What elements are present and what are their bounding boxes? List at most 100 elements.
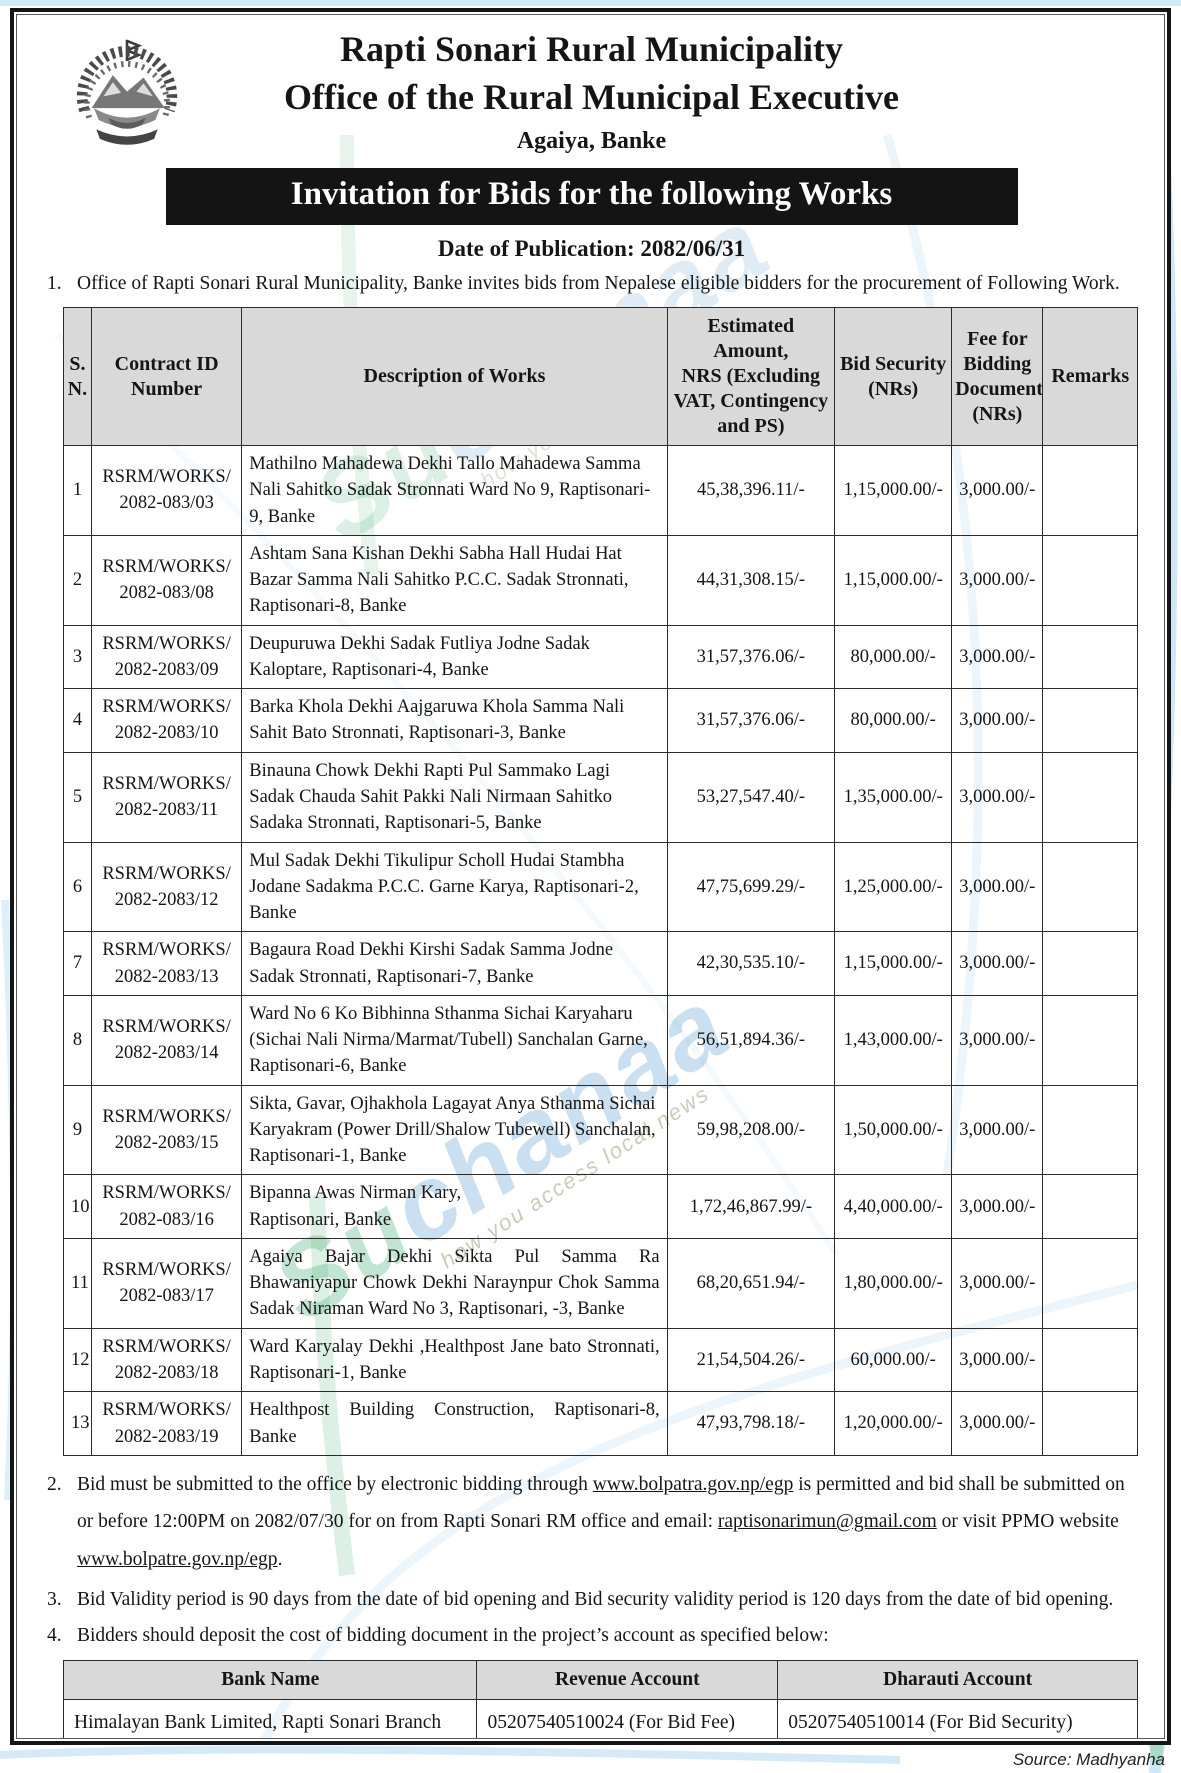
notice-document: Suchanaa how you access local news Sucha… <box>10 8 1171 1745</box>
description-cell: Bagaura Road Dekhi Kirshi Sadak Samma Jo… <box>241 931 668 996</box>
contract-id-cell: RSRM/WORKS/ 2082-2083/12 <box>90 841 243 933</box>
bid-security-cell: 1,80,000.00/- <box>834 1237 953 1329</box>
note-2-part1: Bid must be submitted to the office by e… <box>77 1473 593 1495</box>
bank-account-table: Bank Name Revenue Account Dharauti Accou… <box>62 1659 1138 1738</box>
municipality-title: Rapti Sonari Rural Municipality <box>339 29 844 69</box>
sn-cell: 10 <box>63 1174 92 1239</box>
sn-cell: 12 <box>63 1327 92 1393</box>
sn-cell: 4 <box>63 688 92 753</box>
notice-document-inner: Suchanaa how you access local news Sucha… <box>16 14 1165 1739</box>
contract-id-cell: RSRM/WORKS/ 2082-083/16 <box>90 1174 243 1239</box>
estimated-amount-cell: 56,51,894.36/- <box>666 994 836 1086</box>
header-estimated-amount: Estimated Amount, NRS (Excluding VAT, Co… <box>666 307 836 447</box>
fee-cell: 3,000.00/- <box>951 445 1044 536</box>
description-cell: Ward Karyalay Dekhi ,Healthpost Jane bat… <box>241 1327 668 1393</box>
estimated-amount-cell: 31,57,376.06/- <box>666 624 836 690</box>
note-2-part4: . <box>277 1548 283 1570</box>
bid-security-cell: 80,000.00/- <box>834 688 953 753</box>
contract-id-cell: RSRM/WORKS/ 2082-2083/18 <box>90 1327 243 1393</box>
remarks-cell <box>1042 1327 1138 1393</box>
header-dharauti-account: Dharauti Account <box>777 1659 1138 1700</box>
bank-table-body: Himalayan Bank Limited, Rapti Sonari Bra… <box>62 1698 1138 1738</box>
bid-security-cell: 60,000.00/- <box>834 1327 953 1393</box>
bid-security-cell: 1,25,000.00/- <box>834 841 953 933</box>
sn-cell: 3 <box>63 624 92 690</box>
sn-cell: 8 <box>63 994 92 1086</box>
estimated-amount-cell: 45,38,396.11/- <box>666 445 836 536</box>
bid-security-cell: 80,000.00/- <box>834 624 953 690</box>
invitation-banner: Invitation for Bids for the following Wo… <box>165 167 1018 225</box>
bid-security-cell: 1,15,000.00/- <box>834 534 953 626</box>
remarks-cell <box>1042 1174 1138 1239</box>
fee-cell: 3,000.00/- <box>951 751 1044 843</box>
estimated-amount-cell: 31,57,376.06/- <box>666 688 836 753</box>
note-1-text: Office of Rapti Sonari Rural Municipalit… <box>77 272 1120 294</box>
note-1: 1. Office of Rapti Sonari Rural Municipa… <box>45 270 1138 298</box>
works-table-row: 13 RSRM/WORKS/ 2082-2083/19 Healthpost Bui… <box>63 1391 1138 1456</box>
remarks-cell <box>1042 534 1138 626</box>
note-3: 3. Bid Validity period is 90 days from t… <box>45 1586 1138 1614</box>
estimated-amount-cell: 42,30,535.10/- <box>666 931 836 996</box>
description-cell: Ashtam Sana Kishan Dekhi Sabha Hall Huda… <box>241 534 668 626</box>
sn-cell: 11 <box>63 1237 92 1329</box>
fee-cell: 3,000.00/- <box>951 1237 1044 1329</box>
remarks-cell <box>1042 751 1138 843</box>
header-remarks: Remarks <box>1042 307 1138 447</box>
contract-id-cell: RSRM/WORKS/ 2082-2083/15 <box>90 1084 243 1176</box>
note-4: 4. Bidders should deposit the cost of bi… <box>45 1622 1138 1650</box>
bid-security-cell: 4,40,000.00/- <box>834 1174 953 1239</box>
fee-cell: 3,000.00/- <box>951 1084 1044 1176</box>
works-table-row: 4 RSRM/WORKS/ 2082-2083/10 Barka Khola De… <box>63 688 1138 753</box>
bid-security-cell: 1,43,000.00/- <box>834 994 953 1086</box>
fee-cell: 3,000.00/- <box>951 534 1044 626</box>
works-table-row: 3 RSRM/WORKS/ 2082-2083/09 Deupuruwa Dekhi… <box>63 624 1138 690</box>
works-table-row: 9 RSRM/WORKS/ 2082-2083/15 Sikta, Gavar, O… <box>63 1084 1138 1176</box>
scan-background-strip <box>0 0 1181 6</box>
note-3-number: 3. <box>47 1589 62 1611</box>
remarks-cell <box>1042 1391 1138 1456</box>
works-table-header-row: S. N. Contract ID Number Description of … <box>63 307 1138 447</box>
header-sn: S. N. <box>63 307 92 447</box>
remarks-cell <box>1042 931 1138 996</box>
header-description: Description of Works <box>241 307 668 447</box>
estimated-amount-cell: 68,20,651.94/- <box>666 1237 836 1329</box>
contract-id-cell: RSRM/WORKS/ 2082-2083/19 <box>90 1391 243 1456</box>
note-1-number: 1. <box>47 272 62 294</box>
works-table-row: 12 RSRM/WORKS/ 2082-2083/18 Ward Karyalay … <box>63 1327 1138 1393</box>
nepal-emblem-logo <box>76 39 178 145</box>
fee-cell: 3,000.00/- <box>951 1174 1044 1239</box>
sn-cell: 5 <box>63 751 92 843</box>
dharauti-account-cell: 05207540510014 (For Bid Security) <box>777 1698 1138 1738</box>
contract-id-cell: RSRM/WORKS/ 2082-2083/11 <box>90 751 243 843</box>
fee-cell: 3,000.00/- <box>951 1327 1044 1393</box>
fee-cell: 3,000.00/- <box>951 1391 1044 1456</box>
sn-cell: 13 <box>63 1391 92 1456</box>
remarks-cell <box>1042 1084 1138 1176</box>
contract-id-cell: RSRM/WORKS/ 2082-083/17 <box>90 1237 243 1329</box>
note-4-number: 4. <box>47 1625 62 1647</box>
note-2: 2. Bid must be submitted to the office b… <box>45 1466 1138 1578</box>
header-revenue-account: Revenue Account <box>476 1659 779 1700</box>
sn-cell: 2 <box>63 534 92 626</box>
works-table-row: 5 RSRM/WORKS/ 2082-2083/11 Binauna Chowk D… <box>63 751 1138 843</box>
office-title: Office of the Rural Municipal Executive <box>284 77 899 118</box>
works-table-row: 8 RSRM/WORKS/ 2082-2083/14 Ward No 6 Ko Bi… <box>63 994 1138 1086</box>
fee-cell: 3,000.00/- <box>951 931 1044 996</box>
works-table-row: 1 RSRM/WORKS/ 2082-083/03 Mathilno Mahadew… <box>63 445 1138 536</box>
contract-id-cell: RSRM/WORKS/ 2082-2083/13 <box>90 931 243 996</box>
works-table-row: 2 RSRM/WORKS/ 2082-083/08 Ashtam Sana Kish… <box>63 534 1138 626</box>
note-4-text: Bidders should deposit the cost of biddi… <box>77 1625 829 1647</box>
header-contract-id: Contract ID Number <box>90 307 243 447</box>
sn-cell: 6 <box>63 841 92 933</box>
note-2-number: 2. <box>47 1473 62 1495</box>
works-table-row: 10 RSRM/WORKS/ 2082-083/16 Bipanna Awas Ni… <box>63 1174 1138 1239</box>
description-cell: Agaiya Bajar Dekhi Sikta Pul Samma Ra Bh… <box>241 1237 668 1329</box>
contract-id-cell: RSRM/WORKS/ 2082-2083/09 <box>90 624 243 690</box>
description-cell: Bipanna Awas Nirman Kary, Raptisonari, B… <box>241 1174 668 1239</box>
estimated-amount-cell: 53,27,547.40/- <box>666 751 836 843</box>
bid-security-cell: 1,20,000.00/- <box>834 1391 953 1456</box>
remarks-cell <box>1042 624 1138 690</box>
remarks-cell <box>1042 841 1138 933</box>
publication-date: Date of Publication: 2082/06/31 <box>437 235 746 261</box>
note-2-text: Bid must be submitted to the office by e… <box>77 1466 1138 1578</box>
